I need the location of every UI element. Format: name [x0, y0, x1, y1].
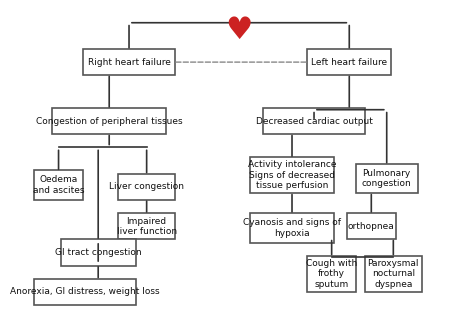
FancyBboxPatch shape [365, 256, 422, 292]
Text: Pulmonary
congestion: Pulmonary congestion [362, 169, 411, 188]
FancyBboxPatch shape [308, 49, 391, 75]
FancyBboxPatch shape [264, 108, 365, 134]
FancyBboxPatch shape [34, 279, 136, 305]
Text: Cyanosis and signs of
hypoxia: Cyanosis and signs of hypoxia [243, 218, 341, 238]
FancyBboxPatch shape [308, 256, 356, 292]
FancyBboxPatch shape [118, 213, 175, 239]
FancyBboxPatch shape [250, 213, 334, 243]
Text: Oedema
and ascites: Oedema and ascites [33, 175, 84, 195]
FancyBboxPatch shape [34, 170, 83, 200]
Text: GI tract congestion: GI tract congestion [55, 248, 142, 257]
FancyBboxPatch shape [347, 213, 395, 239]
Text: ♥: ♥ [226, 17, 253, 45]
FancyBboxPatch shape [250, 157, 334, 193]
FancyBboxPatch shape [118, 174, 175, 200]
Text: Congestion of peripheral tissues: Congestion of peripheral tissues [36, 117, 182, 126]
Text: Right heart failure: Right heart failure [88, 58, 171, 67]
Text: orthopnea: orthopnea [348, 222, 395, 231]
FancyBboxPatch shape [61, 239, 136, 265]
FancyBboxPatch shape [83, 49, 175, 75]
Text: Anorexia, GI distress, weight loss: Anorexia, GI distress, weight loss [10, 287, 160, 296]
Text: Activity intolerance
Signs of decreased
tissue perfusion: Activity intolerance Signs of decreased … [248, 161, 336, 190]
FancyBboxPatch shape [356, 164, 418, 193]
Text: Paroxysmal
nocturnal
dyspnea: Paroxysmal nocturnal dyspnea [367, 259, 419, 289]
Text: Decreased cardiac output: Decreased cardiac output [255, 117, 373, 126]
Text: Left heart failure: Left heart failure [311, 58, 387, 67]
FancyBboxPatch shape [52, 108, 166, 134]
Text: Impaired
liver function: Impaired liver function [117, 216, 177, 236]
Text: Liver congestion: Liver congestion [109, 182, 184, 191]
Text: Cough with
frothy
sputum: Cough with frothy sputum [306, 259, 357, 289]
